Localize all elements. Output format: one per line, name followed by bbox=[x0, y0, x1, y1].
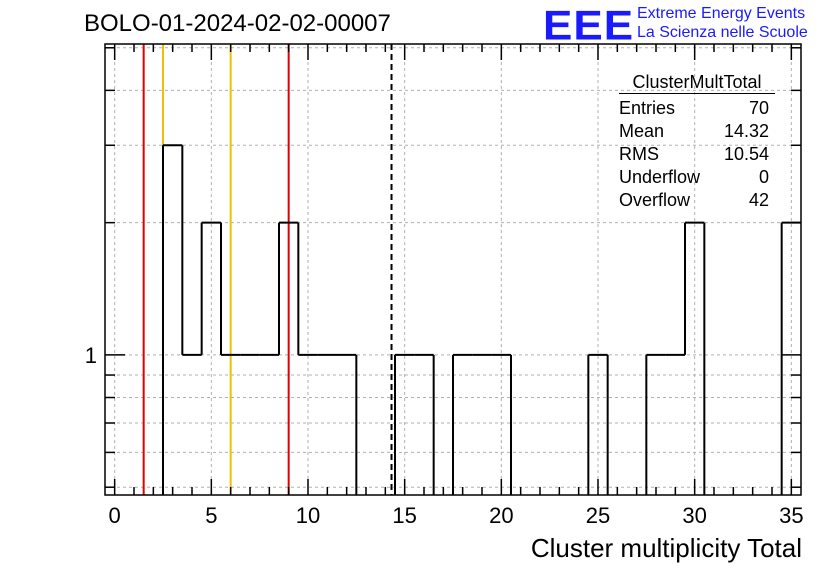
stats-row-mean: Mean 14.32 bbox=[611, 120, 777, 143]
stats-value: 0 bbox=[758, 167, 769, 187]
stats-label: Mean bbox=[619, 121, 665, 141]
x-tick-label: 25 bbox=[586, 503, 610, 528]
tick-labels: 0 5 10 15 20 25 30 35 1 bbox=[85, 343, 804, 528]
x-tick-label: 30 bbox=[682, 503, 706, 528]
stats-label: Underflow bbox=[619, 167, 701, 187]
stats-row-overflow: Overflow 42 bbox=[611, 189, 777, 212]
logo-line-2: La Scienza nelle Scuole bbox=[637, 24, 808, 41]
axes-frame bbox=[104, 43, 802, 496]
histogram-bins bbox=[162, 144, 801, 495]
x-tick-label: 5 bbox=[205, 503, 217, 528]
logo-line-1: Extreme Energy Events bbox=[637, 5, 806, 22]
eee-logo: EEE bbox=[543, 2, 635, 49]
stats-row-underflow: Underflow 0 bbox=[611, 166, 777, 189]
eee-logo-text: Extreme Energy Events La Scienza nelle S… bbox=[637, 4, 808, 42]
x-tick-label: 0 bbox=[109, 503, 121, 528]
stats-label: Entries bbox=[619, 98, 676, 118]
reference-lines bbox=[142, 44, 393, 495]
x-axis-label: Cluster multiplicity Total bbox=[530, 533, 802, 563]
run-title: BOLO-01-2024-02-02-00007 bbox=[84, 10, 391, 37]
stats-label: Overflow bbox=[619, 190, 691, 210]
y-tick-label: 1 bbox=[85, 343, 97, 368]
stats-row-rms: RMS 10.54 bbox=[611, 143, 777, 166]
x-tick-label: 10 bbox=[296, 503, 320, 528]
x-tick-label: 35 bbox=[779, 503, 803, 528]
stats-value: 42 bbox=[748, 190, 769, 210]
x-tick-label: 20 bbox=[489, 503, 513, 528]
stats-value: 14.32 bbox=[723, 121, 769, 141]
stats-box: ClusterMultTotal Entries 70 Mean 14.32 R… bbox=[611, 72, 777, 212]
x-tick-label: 15 bbox=[392, 503, 416, 528]
stats-value: 10.54 bbox=[723, 144, 769, 164]
plot-frame bbox=[104, 43, 802, 496]
stats-label: RMS bbox=[619, 144, 659, 164]
stats-value: 70 bbox=[748, 98, 769, 118]
stats-row-entries: Entries 70 bbox=[611, 97, 777, 120]
stats-title: ClusterMultTotal bbox=[619, 72, 775, 94]
